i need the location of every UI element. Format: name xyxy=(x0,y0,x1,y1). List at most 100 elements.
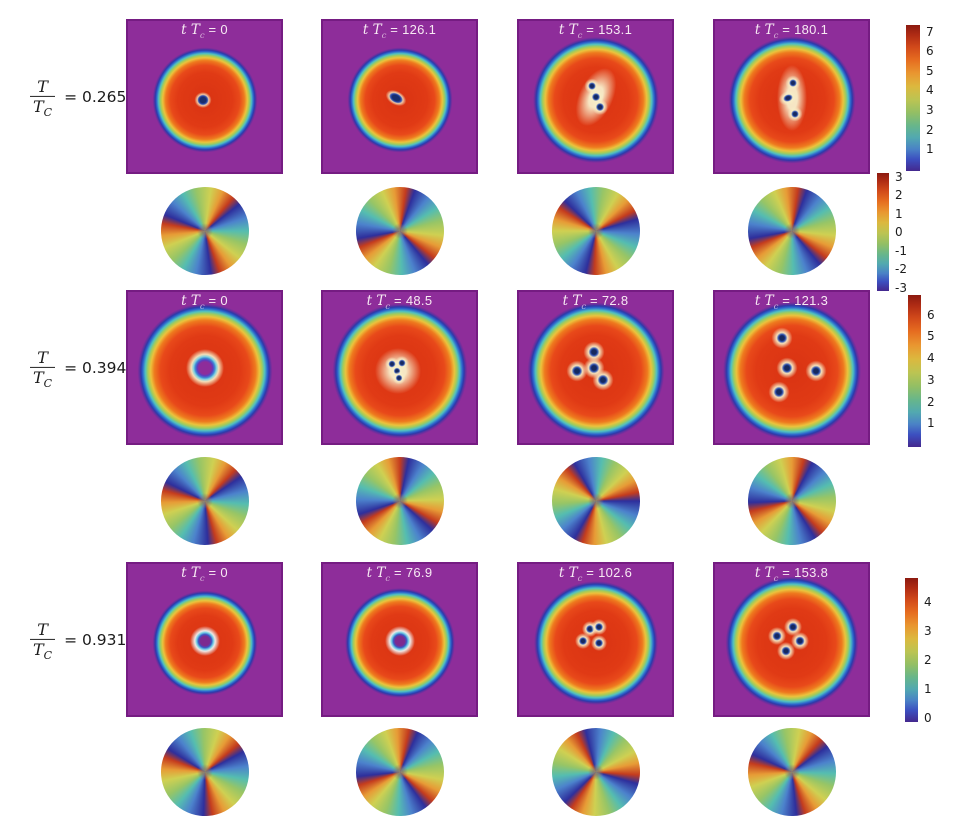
vortex-dot xyxy=(592,369,614,391)
phase-singularity xyxy=(391,492,408,510)
phase-plot xyxy=(353,455,446,547)
time-label: t Tc = 126.1 xyxy=(321,22,478,41)
fraction-numerator: T xyxy=(37,347,48,367)
fraction-denominator: TC xyxy=(30,96,56,120)
time-label: t Tc = 0 xyxy=(126,293,283,312)
fraction-denominator: TC xyxy=(30,367,56,391)
phase-colorbar-tick-label: 3 xyxy=(895,169,903,184)
fraction-denominator-subscript: C xyxy=(43,106,53,120)
time-label-subscript: c xyxy=(577,30,583,41)
phase-plot xyxy=(535,170,656,292)
fraction-numerator: T xyxy=(37,619,48,639)
temperature-value: = 0.394 xyxy=(64,358,127,377)
time-label: t Tc = 0 xyxy=(126,22,283,41)
time-label-value: = 72.8 xyxy=(586,293,629,308)
time-label-value: = 48.5 xyxy=(390,293,433,308)
density-colorbar-tick-label: 3 xyxy=(924,623,932,638)
density-panel: t Tc = 153.8 xyxy=(713,562,870,717)
time-label: t Tc = 153.8 xyxy=(713,565,870,584)
time-label: t Tc = 48.5 xyxy=(321,293,478,312)
vortex-dot xyxy=(777,642,795,661)
phase-plot xyxy=(154,181,255,281)
time-label-prefix: t T xyxy=(362,22,382,38)
time-label-prefix: t T xyxy=(181,22,200,38)
density-colorbar-tick-label: 5 xyxy=(926,63,934,78)
phase-colorbar-tick-label: 0 xyxy=(895,225,903,240)
density-colorbar-tick-label: 7 xyxy=(926,24,934,39)
density-colorbar-tick-label: 3 xyxy=(926,102,934,117)
density-colorbar-tick-label: 4 xyxy=(924,594,932,609)
density-colorbar xyxy=(906,25,920,171)
density-panel: t Tc = 0 xyxy=(126,19,283,174)
temperature-ratio-label: T TC = 0.265 xyxy=(30,76,126,120)
vortex-dot xyxy=(771,327,793,349)
time-label-subscript: c xyxy=(773,573,779,584)
phase-singularity xyxy=(194,761,215,783)
phase-plot xyxy=(152,448,257,554)
density-colorbar-tick-label: 6 xyxy=(927,307,935,322)
time-label-subscript: c xyxy=(577,573,583,584)
phase-plot xyxy=(740,721,843,823)
time-label-subscript: c xyxy=(773,301,779,312)
density-panel: t Tc = 0 xyxy=(126,562,283,717)
phase-colorbar-tick-label: 1 xyxy=(895,206,903,221)
phase-plot xyxy=(535,712,656,832)
phase-singularity xyxy=(780,220,803,242)
density-panel: t Tc = 126.1 xyxy=(321,19,478,174)
vortex-dot xyxy=(791,632,810,651)
time-label-subscript: c xyxy=(199,301,205,312)
density-colorbar-tick-label: 3 xyxy=(927,372,935,387)
vortex-dot xyxy=(784,618,803,637)
phase-plot xyxy=(733,172,850,290)
time-label-prefix: t T xyxy=(366,565,386,581)
vortex-dot xyxy=(768,381,790,403)
time-label-value: = 76.9 xyxy=(390,565,433,580)
phase-colorbar-tick-label: -2 xyxy=(895,262,907,277)
vortex-dot xyxy=(787,106,803,122)
time-label: t Tc = 153.1 xyxy=(517,22,674,41)
time-label-value: = 153.1 xyxy=(582,22,633,37)
time-label: t Tc = 180.1 xyxy=(713,22,870,41)
time-label: t Tc = 76.9 xyxy=(321,565,478,584)
phase-singularity xyxy=(390,762,409,782)
phase-singularity xyxy=(584,761,607,783)
phase-plot xyxy=(348,721,451,823)
time-label: t Tc = 121.3 xyxy=(713,293,870,312)
phase-plot xyxy=(533,438,658,564)
time-label-subscript: c xyxy=(199,30,205,41)
fraction-denominator-subscript: C xyxy=(43,649,53,663)
time-label-prefix: t T xyxy=(562,293,582,309)
density-colorbar xyxy=(905,578,918,722)
phase-plot xyxy=(351,182,448,280)
phase-colorbar xyxy=(877,173,889,291)
phase-plot xyxy=(149,716,260,828)
time-label-value: = 0 xyxy=(204,565,228,580)
vortex-hole xyxy=(189,626,220,657)
time-label: t Tc = 72.8 xyxy=(517,293,674,312)
phase-colorbar-tick-label: -1 xyxy=(895,243,907,258)
vortex-dot xyxy=(574,633,591,650)
density-colorbar-tick-label: 0 xyxy=(924,711,932,726)
fraction-numerator: T xyxy=(37,76,48,96)
time-label-prefix: t T xyxy=(366,293,386,309)
density-panel: t Tc = 102.6 xyxy=(517,562,674,717)
density-panel: t Tc = 76.9 xyxy=(321,562,478,717)
time-label-prefix: t T xyxy=(558,565,578,581)
density-colorbar-tick-label: 2 xyxy=(926,122,934,137)
time-label-prefix: t T xyxy=(181,293,200,309)
phase-singularity xyxy=(782,762,801,782)
time-label-value: = 0 xyxy=(204,22,228,37)
time-label-subscript: c xyxy=(385,301,391,312)
temperature-fraction: T TC xyxy=(30,347,56,391)
vortex-hole xyxy=(384,626,415,657)
temperature-fraction: T TC xyxy=(30,619,56,661)
time-label-prefix: t T xyxy=(181,565,200,581)
time-label-subscript: c xyxy=(385,573,391,584)
phase-colorbar-tick-label: -3 xyxy=(895,281,907,296)
phase-singularity xyxy=(584,220,607,242)
density-colorbar xyxy=(908,295,921,447)
time-label: t Tc = 0 xyxy=(126,565,283,584)
fraction-denominator-subscript: C xyxy=(43,377,53,391)
phase-singularity xyxy=(390,222,409,240)
density-colorbar-tick-label: 6 xyxy=(926,44,934,59)
